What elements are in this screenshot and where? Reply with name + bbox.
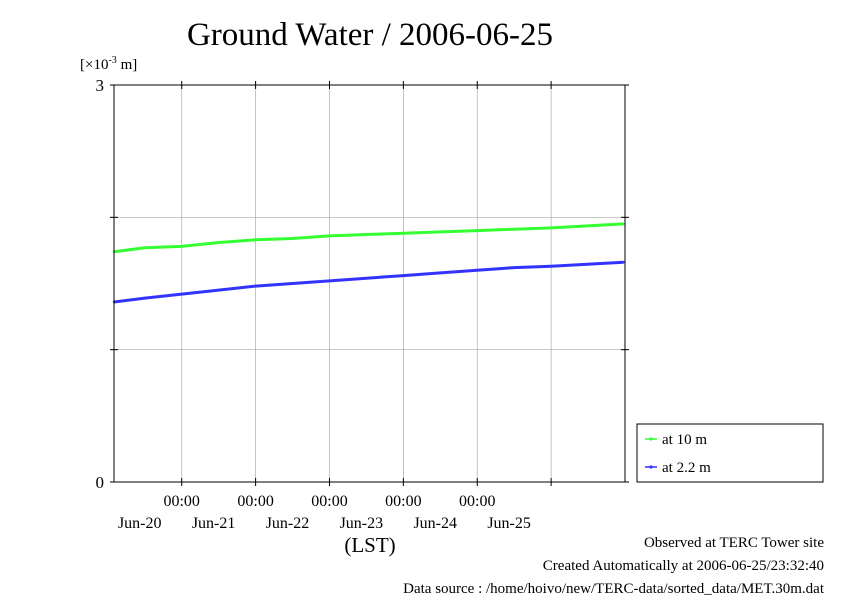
y-axis-label-exponent: -3 — [108, 55, 116, 66]
footer-observed: Observed at TERC Tower site — [643, 535, 824, 551]
plot-frame — [113, 84, 626, 483]
y-tick-label: 0 — [96, 473, 105, 492]
series-line-2-2m — [113, 260, 624, 304]
data-point — [513, 228, 516, 231]
legend-label-10m: at 10 m — [662, 432, 707, 448]
x-tick-label-date: Jun-23 — [340, 515, 384, 532]
y-axis-label: [×10-3 m] — [80, 55, 137, 73]
legend-marker-10m — [649, 437, 653, 441]
y-tick-label: 3 — [96, 76, 105, 95]
data-point — [513, 266, 516, 269]
data-point — [180, 292, 183, 296]
footer-source: Data source : /home/hoivo/new/TERC-data/… — [403, 581, 824, 597]
data-point — [143, 296, 146, 300]
data-point — [622, 222, 625, 226]
data-point — [328, 279, 331, 283]
x-tick-label-time: 00:00 — [385, 493, 421, 510]
x-tick-label-date: Jun-25 — [487, 515, 531, 532]
data-point — [254, 238, 257, 241]
data-point — [476, 269, 479, 272]
data-point — [291, 282, 294, 285]
data-point — [439, 271, 442, 275]
data-point — [328, 234, 331, 238]
x-tick-label-date: Jun-24 — [413, 515, 457, 532]
data-point — [402, 274, 405, 277]
x-tick-label-date: Jun-21 — [192, 515, 236, 532]
grid — [114, 85, 625, 482]
legend-box — [636, 423, 824, 483]
data-point — [476, 229, 479, 232]
series-line-10m — [113, 222, 624, 254]
x-tick-label-date: Jun-22 — [266, 515, 310, 532]
x-tick-label-time: 00:00 — [163, 493, 199, 510]
axis-ticks: 3000:00Jun-2000:00Jun-2100:00Jun-2200:00… — [96, 76, 629, 532]
x-tick-label-time: 00:00 — [237, 493, 273, 510]
data-point — [402, 232, 405, 235]
legend: at 10 m at 2.2 m — [636, 423, 824, 483]
data-point — [365, 233, 368, 236]
data-point — [291, 237, 294, 240]
data-point — [365, 277, 368, 280]
x-tick-label-time: 00:00 — [311, 493, 347, 510]
legend-label-2-2m: at 2.2 m — [662, 460, 711, 476]
data-point — [254, 284, 257, 288]
data-point — [217, 288, 220, 292]
data-point — [180, 245, 183, 248]
data-point — [549, 265, 553, 268]
data-point — [143, 246, 146, 249]
chart-title: Ground Water / 2006-06-25 — [187, 17, 553, 53]
x-tick-label-date: Jun-20 — [118, 515, 162, 532]
data-point — [439, 230, 442, 234]
data-point — [549, 226, 553, 230]
data-point — [622, 261, 625, 264]
y-axis-label-unit: m] — [117, 57, 137, 73]
legend-marker-2-2m — [649, 465, 653, 469]
x-tick-label-time: 00:00 — [459, 493, 495, 510]
series-layer — [112, 222, 625, 304]
data-point — [217, 241, 220, 244]
x-axis-label: (LST) — [344, 533, 395, 557]
footer-created: Created Automatically at 2006-06-25/23:3… — [542, 558, 824, 574]
